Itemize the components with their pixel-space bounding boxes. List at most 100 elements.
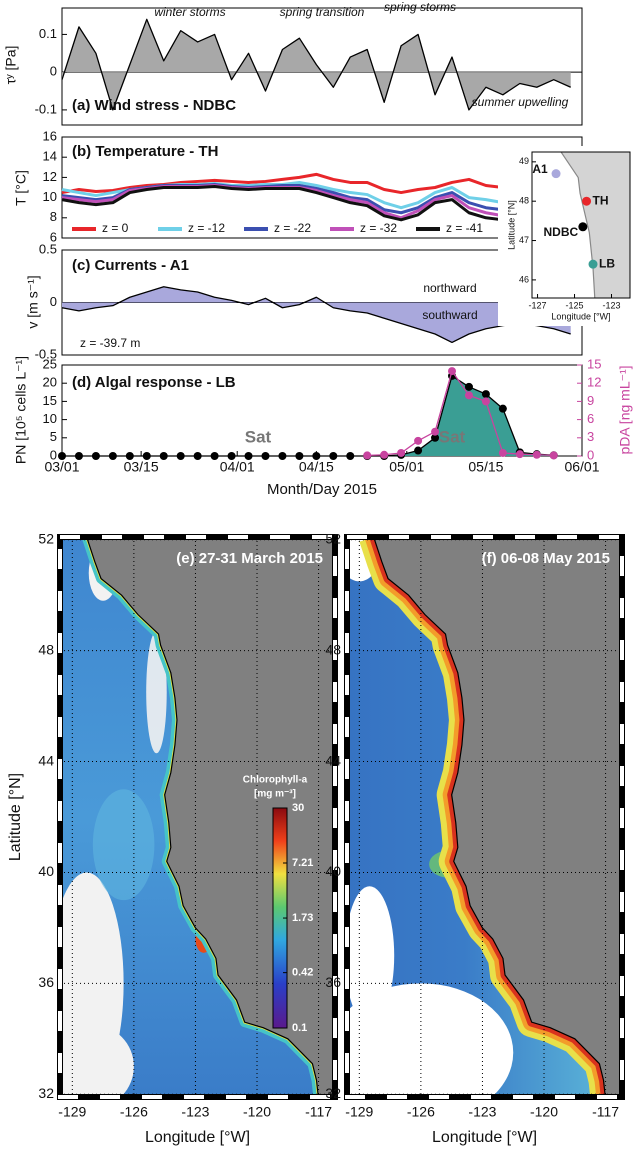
y-tick-label: 40 <box>38 863 54 879</box>
map <box>347 537 622 1097</box>
land <box>560 152 630 298</box>
marker <box>295 452 304 460</box>
x-tick-label: -126 <box>407 1104 435 1120</box>
marker <box>464 391 473 400</box>
x-tick-label: -126 <box>120 1104 148 1120</box>
y2-tick-label: 15 <box>587 356 601 371</box>
annotation: spring storms <box>384 0 456 14</box>
x-tick-label: 03/15 <box>124 459 159 475</box>
line <box>61 172 571 195</box>
annotation: Sat <box>245 427 272 446</box>
y-tick-label: 52 <box>325 530 341 546</box>
y-tick-label: 0.5 <box>39 241 57 256</box>
marker <box>431 433 440 442</box>
y-tick-label: -0.5 <box>35 346 57 361</box>
marker <box>329 452 338 460</box>
x-axis-label: Longitude [°W] <box>432 1129 537 1146</box>
map-frame <box>531 151 631 299</box>
map-frame-dash <box>345 535 624 1099</box>
marker <box>481 397 490 406</box>
x-tick-label: 04/15 <box>299 459 334 475</box>
legend-label: z = -32 <box>360 221 397 235</box>
y-tick-label: 44 <box>38 752 54 768</box>
y-axis-label: PN [10⁵ cells L⁻¹] <box>13 356 29 464</box>
chlorophyll-patch <box>60 1024 134 1097</box>
x-tick-label: -129 <box>345 1104 373 1120</box>
marker <box>414 436 423 445</box>
x-axis-label: Longitude [°W] <box>145 1129 250 1146</box>
x-tick-label: 06/01 <box>564 459 599 475</box>
y-axis-label: τʸ [Pa] <box>3 46 19 85</box>
y-tick-label: 40 <box>325 863 341 879</box>
area <box>62 286 571 343</box>
y-tick-label: 20 <box>43 375 57 390</box>
y-tick-label: 0 <box>50 447 57 462</box>
marker <box>448 367 456 376</box>
marker <box>142 452 151 460</box>
y-tick-label: 44 <box>325 752 341 768</box>
y-tick-label: 52 <box>38 530 54 546</box>
annotation: southward <box>422 308 477 322</box>
station <box>582 196 592 206</box>
marker <box>278 452 287 460</box>
marker <box>481 390 490 399</box>
marker <box>380 450 389 459</box>
marker <box>176 452 185 460</box>
y-tick-label: 49 <box>519 156 529 166</box>
legend-label: z = 0 <box>102 221 129 235</box>
marker <box>159 452 168 460</box>
marker <box>261 452 270 460</box>
area <box>62 375 554 456</box>
marker <box>193 452 202 460</box>
panel-label: (d) Algal response - LB <box>72 374 236 391</box>
station <box>588 259 598 269</box>
y-tick-label: 6 <box>50 229 57 244</box>
marker <box>498 448 507 457</box>
marker <box>58 452 66 460</box>
y-tick-label: 46 <box>519 274 529 284</box>
map-title: (f) 06-08 May 2015 <box>482 550 610 567</box>
station-label: LB <box>599 256 615 270</box>
colorbar-tick-label: 30 <box>292 802 304 814</box>
y2-tick-label: 12 <box>587 375 601 390</box>
panel-label: (c) Currents - A1 <box>72 257 189 274</box>
line <box>61 286 571 344</box>
y-tick-label: 48 <box>519 196 529 206</box>
x-tick-label: -117 <box>592 1104 619 1120</box>
x-tick-label: -127 <box>529 300 547 310</box>
colorbar-tick-label: 1.73 <box>292 912 313 924</box>
station-label: A1 <box>532 162 548 176</box>
ocean <box>347 537 606 1097</box>
chlorophyll-patch <box>347 886 395 1025</box>
y-axis-label: T [°C] <box>13 170 29 206</box>
x-tick-label: -125 <box>566 300 584 310</box>
station <box>578 222 588 232</box>
marker <box>515 450 524 459</box>
x-tick-label: -123 <box>603 300 621 310</box>
x-tick-label: -120 <box>243 1104 271 1120</box>
y-tick-label: 47 <box>519 235 529 245</box>
marker <box>464 382 473 391</box>
x-axis-label: Longitude [°W] <box>551 311 610 321</box>
y-tick-label: -0.1 <box>35 101 57 116</box>
colorbar-title: Chlorophyll-a <box>243 775 308 786</box>
map-frame-dash <box>58 535 337 1099</box>
marker <box>227 452 236 460</box>
marker <box>498 404 507 413</box>
panel-label: (a) Wind stress - NDBC <box>72 97 236 114</box>
y-tick-label: 16 <box>43 128 57 143</box>
colorbar-tick-label: 0.42 <box>292 967 313 979</box>
marker <box>346 452 355 460</box>
marker <box>431 427 440 436</box>
y-tick-label: 48 <box>38 641 54 657</box>
y-tick-label: 8 <box>50 209 57 224</box>
x-tick-label: 03/01 <box>44 459 79 475</box>
marker <box>91 452 100 460</box>
annotation: northward <box>423 281 476 295</box>
marker <box>125 452 134 460</box>
colorbar-tick-label: 7.21 <box>292 857 313 869</box>
station-label: NDBC <box>544 225 579 239</box>
y-tick-label: 48 <box>325 641 341 657</box>
y-axis-label: Latitude [°N] <box>7 773 24 861</box>
